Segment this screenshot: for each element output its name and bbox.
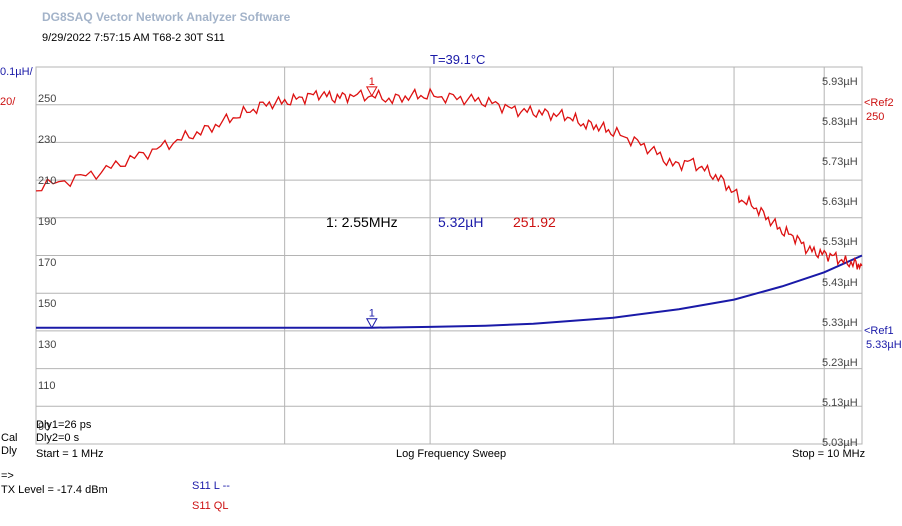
marker-q-triangle bbox=[365, 86, 378, 97]
marker-readout-freq: 1: 2.55MHz bbox=[326, 214, 398, 230]
y-right-tick-label: 5.53µH bbox=[822, 236, 858, 249]
ref1-value: 5.33µH bbox=[866, 339, 902, 351]
dly-indicator: Dly bbox=[1, 445, 17, 457]
y-right-tick-label: 5.33µH bbox=[822, 316, 858, 329]
app-title: DG8SAQ Vector Network Analyzer Software bbox=[42, 10, 291, 24]
y-left-tick-label: 190 bbox=[38, 215, 57, 228]
delay1-readout: Dly1=26 ps bbox=[36, 419, 92, 431]
y-left-tick-label: 230 bbox=[38, 133, 57, 146]
y-left-tick-label: 130 bbox=[38, 338, 57, 351]
tx-level: TX Level = -17.4 dBm bbox=[1, 484, 108, 496]
y-left-tick-label: 150 bbox=[38, 297, 57, 310]
y-right-tick-label: 5.13µH bbox=[822, 396, 858, 409]
timestamp: 9/29/2022 7:57:15 AM T68-2 30T S11 bbox=[42, 32, 225, 44]
ref2-value: 250 bbox=[866, 111, 885, 123]
start-frequency[interactable]: Start = 1 MHz bbox=[36, 448, 104, 460]
y-left-tick-label: 250 bbox=[38, 92, 57, 105]
marker-l-triangle bbox=[365, 318, 378, 329]
stop-frequency[interactable]: Stop = 10 MHz bbox=[792, 448, 866, 460]
l-trace bbox=[36, 254, 863, 329]
y-right-tick-label: 5.83µH bbox=[822, 116, 858, 129]
ref1-label[interactable]: <Ref1 bbox=[864, 325, 894, 337]
chart-grid bbox=[35, 66, 863, 445]
scale-l-per-div: 0.1µH/ bbox=[0, 66, 33, 78]
y-right-tick-label: 5.03µH bbox=[822, 437, 858, 449]
arrow-indicator: => bbox=[1, 470, 14, 482]
y-right-tick-label: 5.43µH bbox=[822, 276, 858, 289]
y-left-tick-label: 170 bbox=[38, 256, 57, 269]
marker-readout-l: 5.32µH bbox=[438, 214, 484, 230]
legend-l-trace[interactable]: S11 L -- bbox=[192, 480, 230, 492]
y-left-tick-label: 90 bbox=[38, 420, 51, 433]
y-left-tick-label: 210 bbox=[38, 174, 57, 187]
chart-traces bbox=[35, 87, 863, 329]
y-left-tick-label: 110 bbox=[38, 379, 56, 392]
marker-id-label: 1 bbox=[369, 308, 375, 320]
marker-readout-q: 251.92 bbox=[513, 214, 556, 230]
y-right-tick-label: 5.93µH bbox=[822, 76, 858, 89]
y-right-tick-label: 5.23µH bbox=[822, 356, 858, 369]
marker-id-label: 1 bbox=[369, 76, 375, 88]
sweep-mode: Log Frequency Sweep bbox=[396, 448, 507, 460]
scale-q-per-div: 20/ bbox=[0, 96, 16, 108]
ref2-label[interactable]: <Ref2 bbox=[864, 97, 894, 109]
delay2-readout: Dly2=0 s bbox=[36, 432, 80, 444]
q-trace bbox=[35, 87, 863, 271]
legend-ql-trace[interactable]: S11 QL bbox=[192, 500, 229, 512]
cal-indicator: Cal bbox=[1, 432, 18, 444]
y-right-tick-label: 5.63µH bbox=[822, 196, 858, 209]
chart-markers: 11 bbox=[365, 76, 378, 329]
temperature-readout: T=39.1°C bbox=[430, 52, 486, 67]
y-right-tick-label: 5.73µH bbox=[822, 156, 858, 169]
